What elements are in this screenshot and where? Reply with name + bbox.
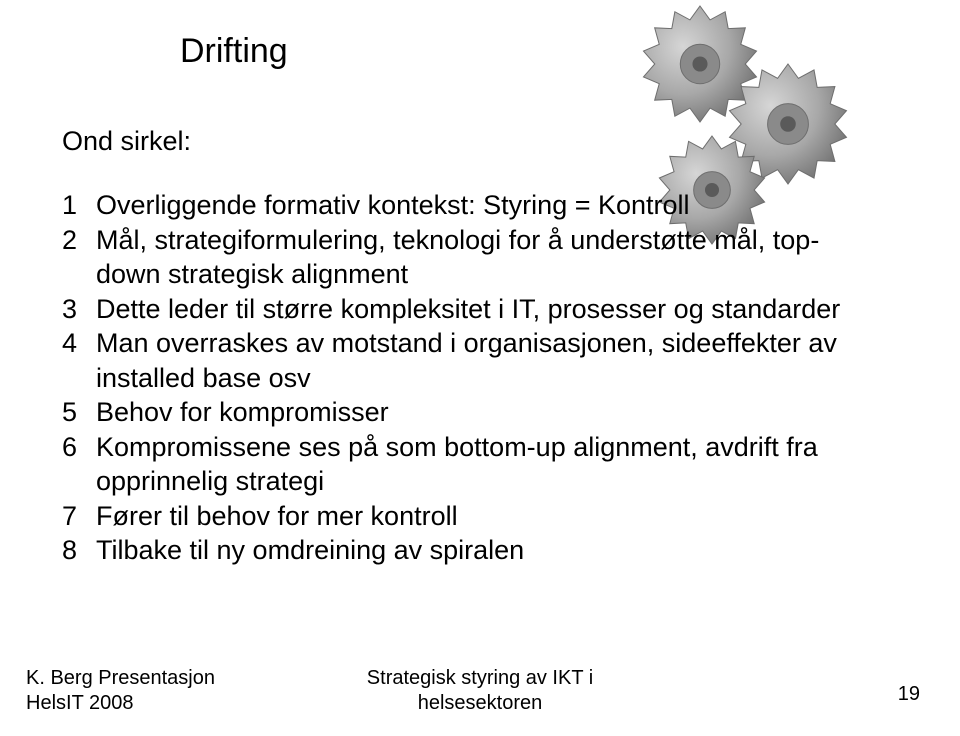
item-number: 5 [62, 395, 96, 430]
list-item: 5 Behov for kompromisser [62, 395, 882, 430]
page-number: 19 [898, 683, 920, 706]
list-item: 6 Kompromissene ses på som bottom-up ali… [62, 430, 882, 499]
page-title: Drifting [180, 32, 288, 71]
item-number: 6 [62, 430, 96, 465]
item-number: 8 [62, 533, 96, 568]
footer-title-line1: Strategisk styring av IKT i [0, 666, 960, 691]
list-item: 2 Mål, strategiformulering, teknologi fo… [62, 223, 882, 292]
list-item: 4 Man overraskes av motstand i organisas… [62, 326, 882, 395]
list-item: 8 Tilbake til ny omdreining av spiralen [62, 533, 882, 568]
item-text: Mål, strategiformulering, teknologi for … [96, 223, 882, 292]
item-number: 4 [62, 326, 96, 361]
item-text: Behov for kompromisser [96, 395, 882, 430]
slide: Drifting Ond sirkel: 1 Overliggende form… [0, 0, 960, 736]
item-text: Kompromissene ses på som bottom-up align… [96, 430, 882, 499]
numbered-list: 1 Overliggende formativ kontekst: Styrin… [62, 188, 882, 568]
list-item: 3 Dette leder til større kompleksitet i … [62, 292, 882, 327]
item-text: Dette leder til større kompleksitet i IT… [96, 292, 882, 327]
item-text: Fører til behov for mer kontroll [96, 499, 882, 534]
item-number: 3 [62, 292, 96, 327]
item-text: Overliggende formativ kontekst: Styring … [96, 188, 882, 223]
footer-center: Strategisk styring av IKT i helsesektore… [0, 666, 960, 716]
item-number: 1 [62, 188, 96, 223]
list-item: 7 Fører til behov for mer kontroll [62, 499, 882, 534]
subtitle: Ond sirkel: [62, 126, 191, 157]
footer-title-line2: helsesektoren [0, 691, 960, 716]
item-number: 7 [62, 499, 96, 534]
item-text: Man overraskes av motstand i organisasjo… [96, 326, 882, 395]
list-item: 1 Overliggende formativ kontekst: Styrin… [62, 188, 882, 223]
item-text: Tilbake til ny omdreining av spiralen [96, 533, 882, 568]
item-number: 2 [62, 223, 96, 258]
